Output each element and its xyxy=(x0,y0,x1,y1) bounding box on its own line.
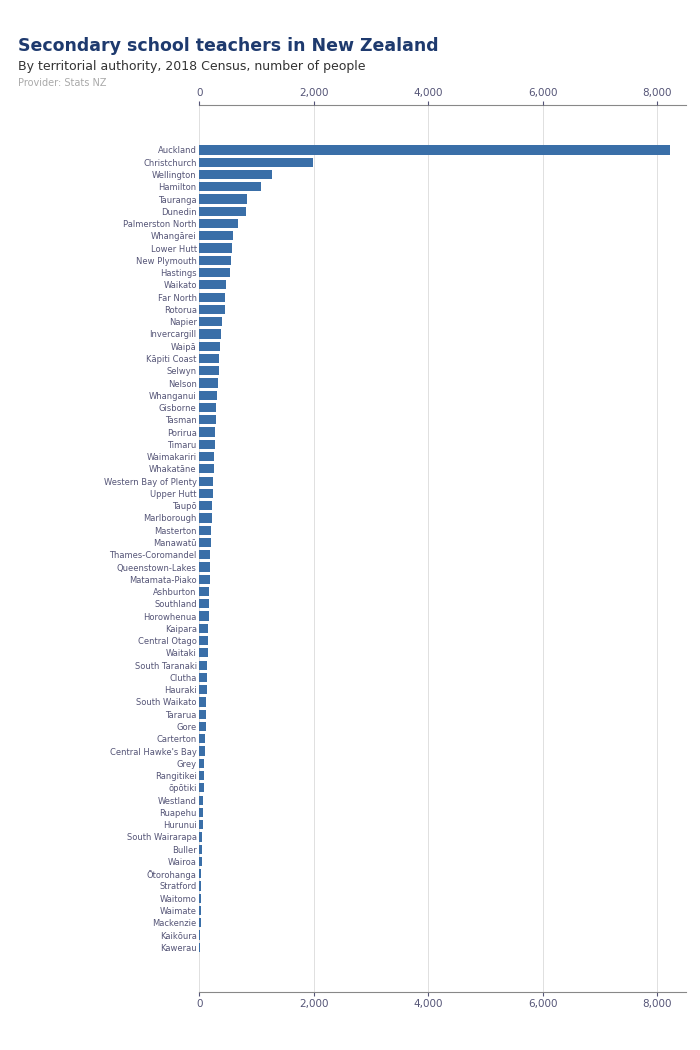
Bar xyxy=(199,304,225,314)
Bar xyxy=(199,330,220,338)
Bar xyxy=(199,894,201,903)
Bar xyxy=(199,427,216,437)
Bar xyxy=(199,563,210,571)
Bar xyxy=(199,820,203,830)
Text: Secondary school teachers in New Zealand: Secondary school teachers in New Zealand xyxy=(18,37,438,55)
Bar xyxy=(199,145,670,154)
Bar xyxy=(199,844,202,854)
Bar xyxy=(199,636,208,646)
Bar xyxy=(199,624,209,633)
Bar xyxy=(199,587,209,596)
Bar xyxy=(199,354,219,363)
Bar xyxy=(199,194,246,204)
Bar xyxy=(199,293,225,301)
Bar xyxy=(199,550,211,560)
Text: By territorial authority, 2018 Census, number of people: By territorial authority, 2018 Census, n… xyxy=(18,60,365,72)
Bar xyxy=(199,464,214,474)
Bar xyxy=(199,526,211,534)
Bar xyxy=(199,783,204,793)
Bar xyxy=(199,317,222,327)
Bar xyxy=(199,513,211,523)
Bar xyxy=(199,182,262,191)
Bar xyxy=(199,452,214,461)
Bar xyxy=(199,268,230,277)
Text: figure.nz: figure.nz xyxy=(573,26,657,44)
Bar xyxy=(199,366,218,375)
Bar xyxy=(199,734,205,743)
Bar xyxy=(199,280,226,290)
Bar xyxy=(199,685,206,694)
Bar xyxy=(199,807,203,817)
Bar xyxy=(199,170,272,180)
Bar xyxy=(199,574,209,584)
Bar xyxy=(199,930,200,940)
Bar xyxy=(199,759,204,768)
Bar xyxy=(199,611,209,621)
Bar xyxy=(199,207,246,216)
Bar xyxy=(199,771,204,780)
Bar xyxy=(199,747,205,756)
Bar xyxy=(199,881,201,890)
Bar xyxy=(199,391,217,400)
Bar xyxy=(199,244,232,253)
Bar xyxy=(199,722,206,731)
Bar xyxy=(199,869,202,878)
Bar xyxy=(199,918,200,927)
Bar xyxy=(199,231,234,240)
Bar xyxy=(199,341,220,351)
Bar xyxy=(199,697,206,707)
Bar xyxy=(199,477,213,486)
Bar xyxy=(199,415,216,424)
Bar xyxy=(199,600,209,608)
Bar xyxy=(199,673,207,683)
Bar xyxy=(199,219,237,228)
Bar xyxy=(199,403,216,413)
Bar xyxy=(199,158,313,167)
Text: Provider: Stats NZ: Provider: Stats NZ xyxy=(18,78,106,88)
Bar xyxy=(199,710,206,719)
Bar xyxy=(199,660,207,670)
Bar xyxy=(199,648,208,657)
Bar xyxy=(199,489,213,498)
Bar xyxy=(199,906,201,916)
Bar xyxy=(199,378,218,387)
Bar xyxy=(199,256,231,265)
Bar xyxy=(199,501,212,510)
Bar xyxy=(199,440,215,449)
Bar xyxy=(199,538,211,547)
Bar xyxy=(199,796,204,804)
Bar xyxy=(199,857,202,866)
Bar xyxy=(199,833,202,841)
